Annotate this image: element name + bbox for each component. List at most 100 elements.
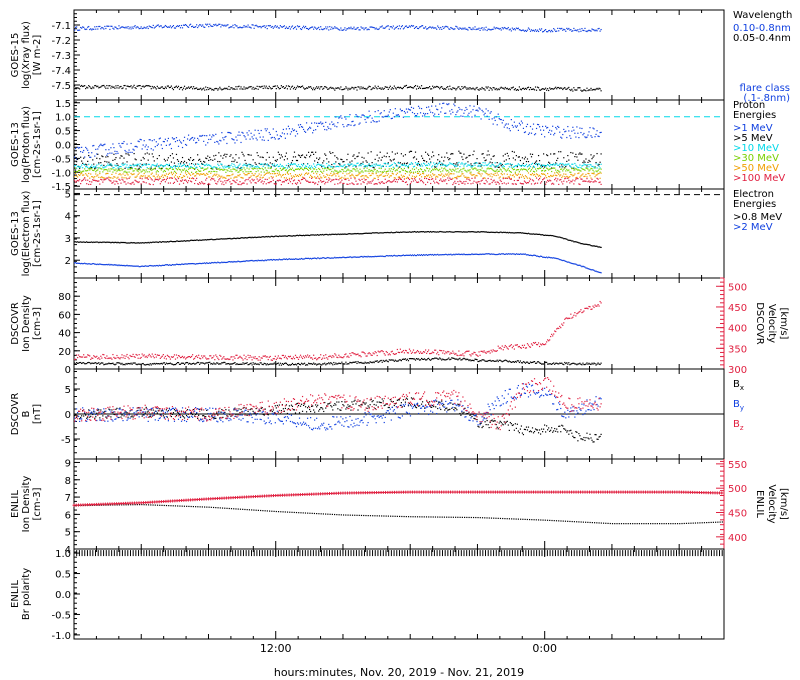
data-point xyxy=(413,168,416,171)
data-point xyxy=(432,151,434,153)
data-point xyxy=(258,167,260,169)
data-point xyxy=(555,177,557,179)
data-point xyxy=(486,231,488,233)
data-point xyxy=(133,170,135,172)
data-point xyxy=(153,241,155,243)
data-point xyxy=(134,25,136,27)
data-point xyxy=(212,159,214,161)
data-point xyxy=(213,239,215,241)
data-point xyxy=(432,173,434,175)
data-point xyxy=(306,87,309,89)
data-point xyxy=(163,88,165,90)
data-point xyxy=(538,160,541,162)
data-point xyxy=(513,168,515,170)
data-point xyxy=(111,25,113,27)
data-point xyxy=(200,183,202,185)
data-point xyxy=(469,105,471,107)
data-point xyxy=(115,85,117,87)
data-point xyxy=(334,233,336,236)
data-point xyxy=(245,171,247,173)
data-point xyxy=(408,86,411,88)
data-point xyxy=(91,181,93,183)
data-point xyxy=(147,27,149,30)
data-point xyxy=(231,238,233,240)
data-point xyxy=(258,162,260,165)
data-point xyxy=(478,89,480,91)
data-point xyxy=(462,173,464,175)
data-point xyxy=(365,165,367,167)
data-point xyxy=(453,28,455,31)
data-point xyxy=(585,164,587,166)
data-point xyxy=(408,163,411,165)
data-point xyxy=(421,165,424,167)
y-tick-label: 2 xyxy=(65,256,71,267)
data-point xyxy=(286,133,289,135)
data-point xyxy=(195,87,197,89)
data-point xyxy=(121,169,123,171)
data-point xyxy=(187,158,190,160)
data-point xyxy=(90,183,92,185)
data-point xyxy=(419,165,422,167)
data-point xyxy=(371,170,373,172)
data-point xyxy=(502,165,504,167)
data-point xyxy=(514,29,516,31)
data-point xyxy=(437,231,439,233)
data-point xyxy=(413,165,416,167)
data-point xyxy=(543,88,545,90)
data-point xyxy=(588,173,590,175)
data-point xyxy=(503,182,505,184)
data-point xyxy=(369,114,371,117)
data-point xyxy=(337,173,339,175)
data-point xyxy=(209,164,211,167)
data-point xyxy=(480,163,482,166)
data-point xyxy=(448,179,450,181)
data-point xyxy=(598,27,600,30)
data-point xyxy=(514,232,516,234)
data-point xyxy=(150,169,152,171)
data-point xyxy=(321,164,323,166)
data-point xyxy=(588,89,590,91)
data-point xyxy=(125,26,127,28)
data-point xyxy=(473,150,475,152)
data-point xyxy=(471,174,473,176)
data-point xyxy=(99,183,101,185)
data-point xyxy=(589,163,591,166)
data-point xyxy=(86,86,88,88)
data-point xyxy=(584,136,586,138)
data-point xyxy=(358,152,360,154)
data-point xyxy=(545,169,547,172)
data-point xyxy=(534,86,537,88)
data-point xyxy=(239,134,241,136)
data-point xyxy=(449,110,451,112)
data-point xyxy=(82,179,84,181)
data-point xyxy=(372,179,374,181)
data-point xyxy=(154,241,156,243)
data-point xyxy=(487,163,489,166)
data-point xyxy=(174,178,177,180)
data-point xyxy=(230,183,232,185)
data-point xyxy=(442,180,444,183)
data-point xyxy=(197,239,199,241)
data-point xyxy=(594,30,596,32)
data-point xyxy=(586,167,588,170)
data-point xyxy=(466,178,468,180)
data-point xyxy=(231,160,233,163)
data-point xyxy=(214,180,216,182)
data-point xyxy=(387,180,389,182)
data-point xyxy=(277,235,279,238)
data-point xyxy=(396,181,398,183)
data-point xyxy=(339,177,341,179)
data-point xyxy=(353,88,355,90)
data-point xyxy=(475,87,477,89)
data-point xyxy=(203,87,205,89)
data-point xyxy=(94,85,96,87)
data-point xyxy=(371,26,373,28)
data-point xyxy=(533,173,536,176)
data-point xyxy=(305,180,308,182)
data-point xyxy=(451,163,453,165)
data-point xyxy=(104,25,106,28)
data-point xyxy=(167,137,170,140)
data-point xyxy=(317,87,319,89)
data-point xyxy=(364,170,366,172)
data-point xyxy=(280,165,282,167)
